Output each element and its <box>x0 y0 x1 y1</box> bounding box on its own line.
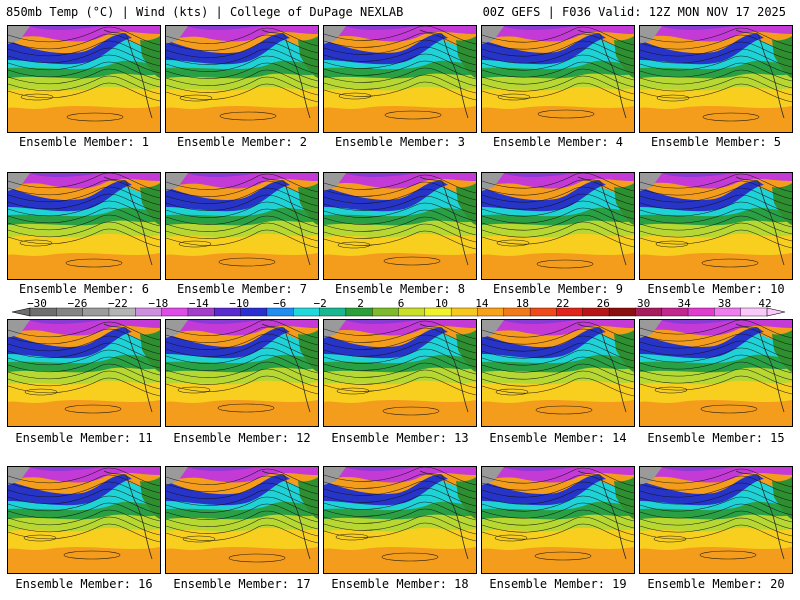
ensemble-member-map <box>7 466 161 574</box>
ensemble-member-map <box>481 319 635 427</box>
ensemble-member-label: Ensemble Member: 4 <box>492 135 624 149</box>
ensemble-member-map <box>323 466 477 574</box>
ensemble-member-label: Ensemble Member: 19 <box>489 577 627 591</box>
colorbar-tick-label: 18 <box>515 297 529 310</box>
temperature-map-image <box>482 320 634 426</box>
temperature-map-image <box>482 26 634 132</box>
colorbar-swatch <box>450 307 479 317</box>
temperature-map-image <box>8 467 160 573</box>
colorbar-tick-label: 2 <box>357 297 364 310</box>
temperature-map-image <box>324 467 476 573</box>
temperature-map-image <box>482 173 634 279</box>
ensemble-member-map <box>481 25 635 133</box>
ensemble-member-label: Ensemble Member: 13 <box>331 431 469 445</box>
ensemble-member-label: Ensemble Member: 5 <box>650 135 782 149</box>
temperature-map-image <box>8 26 160 132</box>
ensemble-member-map <box>481 466 635 574</box>
temperature-map-image <box>166 173 318 279</box>
ensemble-member-label: Ensemble Member: 15 <box>647 431 785 445</box>
ensemble-member-map <box>165 466 319 574</box>
colorbar-tick-label: 14 <box>475 297 489 310</box>
colorbar-swatch <box>687 307 715 317</box>
colorbar-tick-label: −30 <box>27 297 47 310</box>
temperature-map-image <box>324 320 476 426</box>
colorbar-tick-label: −14 <box>188 297 209 310</box>
ensemble-member-label: Ensemble Member: 18 <box>331 577 469 591</box>
colorbar-tick-label: −22 <box>107 297 128 310</box>
colorbar-tick-label: −2 <box>313 297 327 310</box>
colorbar-swatch <box>608 307 636 317</box>
ensemble-member-label: Ensemble Member: 3 <box>334 135 466 149</box>
ensemble-member-map <box>639 25 793 133</box>
colorbar-tick-label: 6 <box>397 297 405 310</box>
temperature-map-image <box>640 467 792 573</box>
ensemble-member-map <box>165 172 319 280</box>
colorbar-tick-label: −18 <box>148 297 169 310</box>
ensemble-member-label: Ensemble Member: 16 <box>15 577 153 591</box>
colorbar-swatch <box>371 307 400 317</box>
colorbar-tick-label: 38 <box>717 297 732 310</box>
colorbar-tick-label: 34 <box>677 297 691 310</box>
ensemble-member-label: Ensemble Member: 7 <box>176 282 308 296</box>
ensemble-member-label: Ensemble Member: 2 <box>176 135 308 149</box>
temperature-map-image <box>166 467 318 573</box>
ensemble-member-map <box>639 319 793 427</box>
colorbar-tick-label: 22 <box>556 297 570 310</box>
map-title: 850mb Temp (°C) | Wind (kts) | College o… <box>6 5 404 19</box>
ensemble-member-label: Ensemble Member: 11 <box>15 431 153 445</box>
colorbar-tick-label: −26 <box>67 297 88 310</box>
ensemble-member-map <box>165 319 319 427</box>
ensemble-member-label: Ensemble Member: 8 <box>334 282 466 296</box>
ensemble-member-map <box>7 25 161 133</box>
temperature-map-image <box>8 320 160 426</box>
temperature-map-image <box>166 26 318 132</box>
ensemble-member-map <box>7 172 161 280</box>
ensemble-member-label: Ensemble Member: 1 <box>18 135 150 149</box>
run-valid-time: 00Z GEFS | F036 Valid: 12Z MON NOV 17 20… <box>482 5 786 19</box>
temperature-map-image <box>8 173 160 279</box>
ensemble-member-label: Ensemble Member: 14 <box>489 431 627 445</box>
temperature-map-image <box>324 26 476 132</box>
ensemble-member-map <box>639 466 793 574</box>
ensemble-member-label: Ensemble Member: 6 <box>18 282 150 296</box>
ensemble-member-map <box>323 172 477 280</box>
colorbar-tick-label: 42 <box>758 297 772 310</box>
temperature-map-image <box>166 320 318 426</box>
ensemble-member-map <box>323 25 477 133</box>
ensemble-member-label: Ensemble Member: 9 <box>492 282 624 296</box>
ensemble-member-map <box>7 319 161 427</box>
ensemble-member-map <box>481 172 635 280</box>
colorbar-tick-label: 30 <box>637 297 651 310</box>
ensemble-member-map <box>323 319 477 427</box>
temperature-map-image <box>640 26 792 132</box>
temperature-map-image <box>324 173 476 279</box>
colorbar-high-arrow <box>766 307 786 317</box>
ensemble-member-map <box>639 172 793 280</box>
ensemble-member-label: Ensemble Member: 17 <box>173 577 311 591</box>
temperature-map-image <box>640 173 792 279</box>
temperature-map-image <box>482 467 634 573</box>
ensemble-member-label: Ensemble Member: 10 <box>647 282 785 296</box>
colorbar-tick-label: 26 <box>596 297 610 310</box>
colorbar-swatch <box>529 307 558 317</box>
colorbar-tick-label: −6 <box>273 297 287 310</box>
ensemble-member-map <box>165 25 319 133</box>
ensemble-member-label: Ensemble Member: 20 <box>647 577 785 591</box>
temperature-map-image <box>640 320 792 426</box>
ensemble-member-label: Ensemble Member: 12 <box>173 431 311 445</box>
colorbar-tick-label: −10 <box>229 297 250 310</box>
temperature-colorbar <box>11 307 786 317</box>
colorbar-tick-label: 10 <box>434 297 449 310</box>
